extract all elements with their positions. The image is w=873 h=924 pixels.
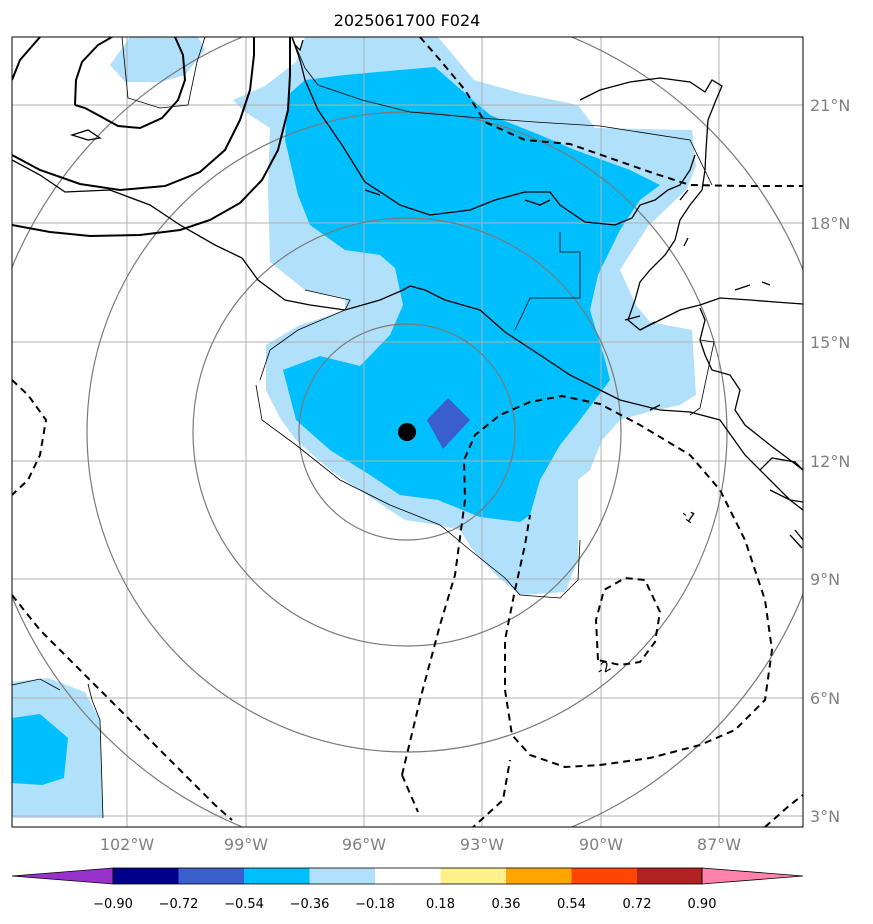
country-border (259, 289, 351, 381)
honduras-coast (789, 529, 803, 549)
dashed-contour (12, 379, 48, 496)
country-border (87, 683, 104, 819)
colorbar-tick-label: 0.54 (557, 897, 586, 912)
lon-label: 90°W (579, 835, 623, 854)
colorbar-tick-label: 0.90 (688, 897, 717, 912)
country-border (255, 384, 581, 599)
dashed-contour (471, 759, 511, 827)
lat-label: 21°N (810, 96, 850, 115)
colorbar-extend-high (701, 867, 804, 885)
colorbar-segment (571, 868, 637, 884)
colorbar-extend-low (11, 867, 114, 885)
lat-label: 9°N (810, 570, 840, 589)
gulf-coastline (291, 37, 696, 226)
map-plot-area: -1 -2 (12, 37, 803, 827)
latitude-labels: 21°N 18°N 15°N 12°N 9°N 6°N 3°N (810, 96, 850, 826)
dashed-contours (12, 37, 803, 827)
colorbar-segment (637, 868, 702, 884)
solid-contour (12, 37, 255, 192)
range-ring (192, 217, 622, 647)
colorbar-tick-label: −0.36 (290, 897, 330, 912)
pacific-coastline (12, 159, 803, 511)
lon-label: 96°W (342, 835, 386, 854)
lon-label: 102°W (100, 835, 155, 854)
colorbar-tick-label: −0.54 (224, 897, 264, 912)
colorbar-segment (178, 868, 244, 884)
lat-label: 3°N (810, 807, 840, 826)
dashed-contour (401, 394, 774, 776)
mexico-interior-coast (291, 37, 304, 52)
north-light-fill (110, 37, 205, 82)
country-border (12, 678, 61, 691)
country-border (291, 37, 713, 186)
southwest-islands (69, 129, 771, 291)
coast-fragments (364, 189, 689, 411)
southwest-medium-fill (12, 714, 68, 785)
colorbar-tick-label: 0.72 (623, 897, 652, 912)
colorbar-tick-label: −0.90 (93, 897, 133, 912)
dashed-contour (12, 594, 233, 821)
colorbar-segment (244, 868, 310, 884)
lon-label: 99°W (224, 835, 268, 854)
storm-center-marker (398, 423, 416, 441)
borders (12, 37, 715, 819)
map-title: 2025061700 F024 (334, 11, 481, 30)
dark-blue-diamond (427, 398, 470, 449)
colorbar-tick-label: 0.18 (426, 897, 455, 912)
solid-contour (12, 37, 291, 238)
contour-label: -2 (594, 658, 614, 679)
solid-contour (12, 37, 41, 81)
longitude-labels: 102°W 99°W 96°W 93°W 90°W 87°W (100, 835, 741, 854)
dashed-contour (401, 774, 419, 813)
colorbar-tick-label: −0.18 (355, 897, 395, 912)
country-border (514, 232, 581, 331)
colorbar-tick-label: 0.36 (492, 897, 521, 912)
colorbar-segment (506, 868, 572, 884)
coastlines (12, 37, 803, 549)
dashed-contour (419, 37, 803, 187)
colorbar: −0.90 −0.72 −0.54 −0.36 −0.18 0.18 0.36 … (11, 867, 804, 912)
range-ring (298, 323, 516, 541)
main-medium-fill (283, 67, 660, 522)
colorbar-segment (440, 868, 506, 884)
lat-label: 15°N (810, 333, 850, 352)
range-ring (86, 111, 728, 753)
range-rings (12, 37, 803, 827)
colorbar-tick-label: −0.72 (159, 897, 199, 912)
yucatan-coastline (579, 77, 803, 331)
colorbar-segment (375, 868, 441, 884)
lat-label: 12°N (810, 452, 850, 471)
map-frame (11, 36, 804, 828)
country-border (689, 339, 715, 416)
dashed-contour (594, 576, 662, 667)
country-border (121, 37, 206, 109)
nicaragua-coast (759, 457, 803, 503)
lon-label: 87°W (697, 835, 741, 854)
solid-contour (74, 37, 187, 130)
lat-label: 6°N (810, 689, 840, 708)
lon-label: 93°W (460, 835, 504, 854)
solid-contours (12, 37, 291, 238)
gridlines (12, 37, 803, 827)
colorbar-segment (309, 868, 375, 884)
lat-label: 18°N (810, 214, 850, 233)
central-america-coast (699, 307, 803, 471)
medium-blue-fill (12, 67, 660, 785)
colorbar-segment (113, 868, 179, 884)
